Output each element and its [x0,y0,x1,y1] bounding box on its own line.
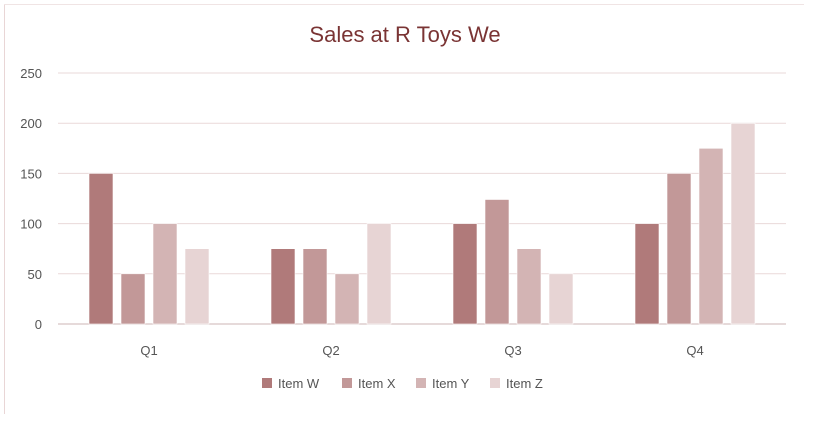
x-tick-label: Q1 [140,343,157,358]
bar-item-x-q3 [484,199,510,325]
x-ticks-layer: Q1 Q2 Q3 Q4 [140,343,703,358]
legend-label: Item W [278,376,320,391]
x-tick-label: Q2 [322,343,339,358]
y-tick-label: 250 [20,66,42,81]
bars-layer [88,122,756,325]
x-tick-label: Q3 [504,343,521,358]
bar-item-x-q4 [666,173,692,325]
y-tick-label: 0 [35,317,42,332]
bar-item-w-q1 [88,173,114,325]
legend-swatch-item-w [262,378,272,388]
chart-title: Sales at R Toys We [309,22,500,47]
bar-item-y-q3 [516,248,542,325]
y-tick-label: 100 [20,217,42,232]
legend-label: Item Y [432,376,470,391]
bar-item-x-q2 [302,248,328,325]
bar-item-y-q1 [152,223,178,325]
legend-swatch-item-y [416,378,426,388]
legend: Item W Item X Item Y Item Z [262,376,543,391]
x-tick-label: Q4 [686,343,703,358]
legend-swatch-item-z [490,378,500,388]
chart-left-border [4,4,5,414]
grid-layer [58,72,786,325]
y-tick-label: 200 [20,116,42,131]
chart-top-border [4,4,804,5]
bar-item-z-q1 [184,248,210,325]
y-ticks-layer: 0 50 100 150 200 250 [20,66,42,332]
bar-item-w-q4 [634,223,660,325]
legend-label: Item Z [506,376,543,391]
bar-item-x-q1 [120,273,146,325]
bar-item-y-q2 [334,273,360,325]
bar-item-w-q3 [452,223,478,325]
y-tick-label: 50 [28,267,42,282]
bar-item-w-q2 [270,248,296,325]
bar-item-y-q4 [698,148,724,325]
bar-item-z-q4 [730,122,756,325]
bar-item-z-q2 [366,223,392,325]
bar-item-z-q3 [548,273,574,325]
y-tick-label: 150 [20,166,42,181]
legend-swatch-item-x [342,378,352,388]
legend-label: Item X [358,376,396,391]
